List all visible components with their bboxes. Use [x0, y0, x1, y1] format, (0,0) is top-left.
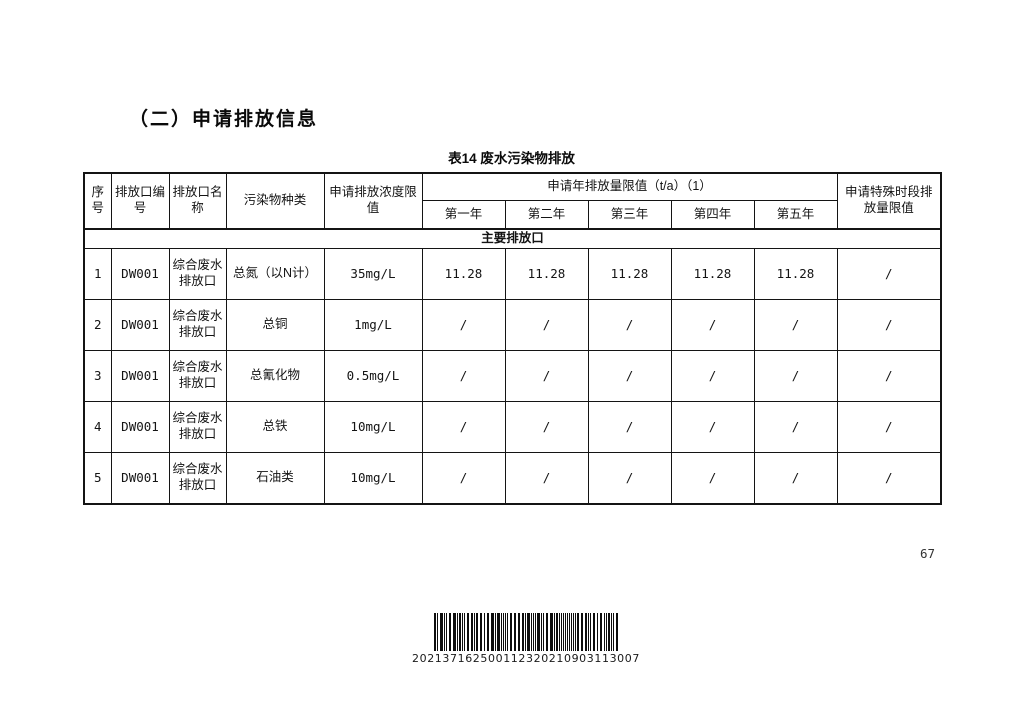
- cell-seq: 5: [83, 452, 112, 505]
- header-outlet-no: 排放口编号: [110, 172, 170, 230]
- header-annual-group: 申请年排放量限值（t/a）（1）: [421, 172, 838, 201]
- cell-special: /: [836, 248, 942, 300]
- cell-year-5: 11.28: [753, 248, 838, 300]
- cell-year-4: 11.28: [670, 248, 755, 300]
- section-title: （二）申请排放信息: [129, 108, 319, 130]
- cell-seq: 4: [83, 401, 112, 453]
- cell-year-3: /: [587, 452, 672, 505]
- cell-outlet-name: 综合废水排放口: [168, 350, 227, 402]
- cell-year-2: /: [504, 452, 589, 505]
- header-year-3: 第三年: [587, 200, 672, 230]
- cell-year-2: 11.28: [504, 248, 589, 300]
- cell-seq: 3: [83, 350, 112, 402]
- cell-pollutant: 石油类: [225, 452, 325, 505]
- cell-year-3: 11.28: [587, 248, 672, 300]
- header-year-1: 第一年: [421, 200, 506, 230]
- cell-year-2: /: [504, 350, 589, 402]
- cell-year-1: 11.28: [421, 248, 506, 300]
- cell-special: /: [836, 299, 942, 351]
- cell-year-2: /: [504, 401, 589, 453]
- cell-seq: 1: [83, 248, 112, 300]
- cell-year-5: /: [753, 299, 838, 351]
- cell-year-4: /: [670, 452, 755, 505]
- table-row: 3 DW001 综合废水排放口 总氰化物 0.5mg/L / / / / / /: [83, 350, 942, 402]
- cell-special: /: [836, 452, 942, 505]
- table-row: 5 DW001 综合废水排放口 石油类 10mg/L / / / / / /: [83, 452, 942, 505]
- cell-outlet-no: DW001: [110, 248, 170, 300]
- cell-outlet-no: DW001: [110, 452, 170, 505]
- wastewater-discharge-table: 序号 排放口编号 排放口名称 污染物种类 申请排放浓度限值 申请年排放量限值（t…: [83, 172, 942, 505]
- table-row: 2 DW001 综合废水排放口 总铜 1mg/L / / / / / /: [83, 299, 942, 351]
- cell-concentration: 10mg/L: [323, 452, 423, 505]
- header-row-top: 序号 排放口编号 排放口名称 污染物种类 申请排放浓度限值 申请年排放量限值（t…: [83, 172, 942, 230]
- table-row: 1 DW001 综合废水排放口 总氮（以N计） 35mg/L 11.28 11.…: [83, 248, 942, 300]
- cell-year-5: /: [753, 452, 838, 505]
- cell-year-3: /: [587, 299, 672, 351]
- cell-year-4: /: [670, 350, 755, 402]
- cell-year-1: /: [421, 299, 506, 351]
- cell-special: /: [836, 350, 942, 402]
- cell-outlet-no: DW001: [110, 299, 170, 351]
- header-row-years: 第一年 第二年 第三年 第四年 第五年: [84, 200, 941, 230]
- header-year-2: 第二年: [504, 200, 589, 230]
- cell-year-1: /: [421, 401, 506, 453]
- cell-special: /: [836, 401, 942, 453]
- header-pollutant: 污染物种类: [225, 172, 325, 230]
- page-number: 67: [920, 546, 936, 561]
- table-row: 4 DW001 综合废水排放口 总铁 10mg/L / / / / / /: [83, 401, 942, 453]
- cell-year-4: /: [670, 401, 755, 453]
- cell-concentration: 10mg/L: [323, 401, 423, 453]
- header-special-period: 申请特殊时段排放量限值: [836, 172, 942, 230]
- barcode-number: 202137162500112320210903113007: [412, 652, 640, 665]
- cell-pollutant: 总氮（以N计）: [225, 248, 325, 300]
- barcode: 202137162500112320210903113007: [412, 600, 640, 665]
- cell-outlet-name: 综合废水排放口: [168, 299, 227, 351]
- header-outlet-name: 排放口名称: [168, 172, 227, 230]
- header-year-4: 第四年: [670, 200, 755, 230]
- section-row-label: 主要排放口: [83, 228, 942, 249]
- cell-year-3: /: [587, 350, 672, 402]
- header-seq: 序号: [83, 172, 112, 230]
- cell-outlet-no: DW001: [110, 401, 170, 453]
- cell-year-1: /: [421, 452, 506, 505]
- cell-seq: 2: [83, 299, 112, 351]
- cell-year-3: /: [587, 401, 672, 453]
- cell-outlet-no: DW001: [110, 350, 170, 402]
- header-concentration: 申请排放浓度限值: [323, 172, 423, 230]
- cell-pollutant: 总氰化物: [225, 350, 325, 402]
- cell-pollutant: 总铁: [225, 401, 325, 453]
- cell-year-5: /: [753, 401, 838, 453]
- cell-outlet-name: 综合废水排放口: [168, 452, 227, 505]
- table-title: 表14 废水污染物排放: [448, 151, 575, 166]
- cell-year-2: /: [504, 299, 589, 351]
- cell-year-1: /: [421, 350, 506, 402]
- cell-outlet-name: 综合废水排放口: [168, 401, 227, 453]
- cell-year-4: /: [670, 299, 755, 351]
- cell-outlet-name: 综合废水排放口: [168, 248, 227, 300]
- cell-year-5: /: [753, 350, 838, 402]
- cell-concentration: 0.5mg/L: [323, 350, 423, 402]
- barcode-bars-icon: [434, 613, 618, 651]
- cell-concentration: 35mg/L: [323, 248, 423, 300]
- section-row-main-outlets: 主要排放口: [83, 228, 942, 249]
- cell-pollutant: 总铜: [225, 299, 325, 351]
- cell-concentration: 1mg/L: [323, 299, 423, 351]
- header-year-5: 第五年: [753, 200, 838, 230]
